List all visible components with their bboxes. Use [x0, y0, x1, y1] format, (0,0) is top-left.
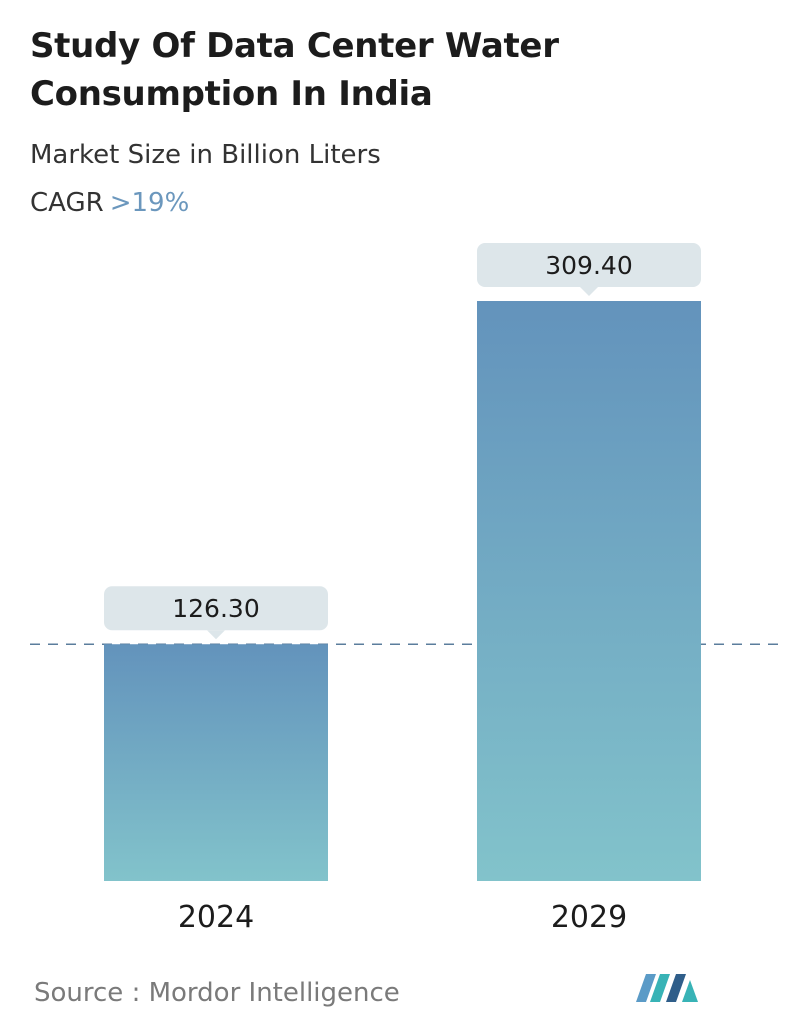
cagr-label: CAGR	[30, 188, 104, 218]
value-label-pointer	[580, 287, 598, 296]
source-note: Source : Mordor Intelligence	[34, 978, 400, 1008]
chart-subtitle: Market Size in Billion Liters	[30, 140, 381, 170]
bar-2029	[477, 301, 701, 881]
logo-shape-end	[682, 980, 698, 1002]
chart-title: Study Of Data Center Water Consumption I…	[30, 26, 559, 114]
data-label: 309.40	[545, 251, 632, 280]
value-label-bubble	[104, 586, 328, 631]
cagr-value: >19%	[109, 188, 190, 218]
value-label-pointer	[207, 630, 225, 640]
cagr-line: CAGR >19%	[30, 188, 189, 218]
bar-chart: 126.30 2024 309.40 2029	[30, 243, 782, 935]
data-label: 126.30	[172, 594, 259, 623]
bar-2024	[104, 644, 328, 881]
value-label-bubble	[477, 243, 701, 287]
category-label: 2029	[551, 900, 627, 935]
logo-shape-right	[666, 974, 686, 1002]
category-label: 2024	[178, 900, 254, 935]
logo-shape-left	[636, 974, 656, 1002]
logo-shape-mid	[650, 974, 670, 1002]
mordor-intelligence-logo	[636, 974, 698, 1002]
bars-layer: 126.30 2024 309.40 2029	[30, 243, 782, 935]
